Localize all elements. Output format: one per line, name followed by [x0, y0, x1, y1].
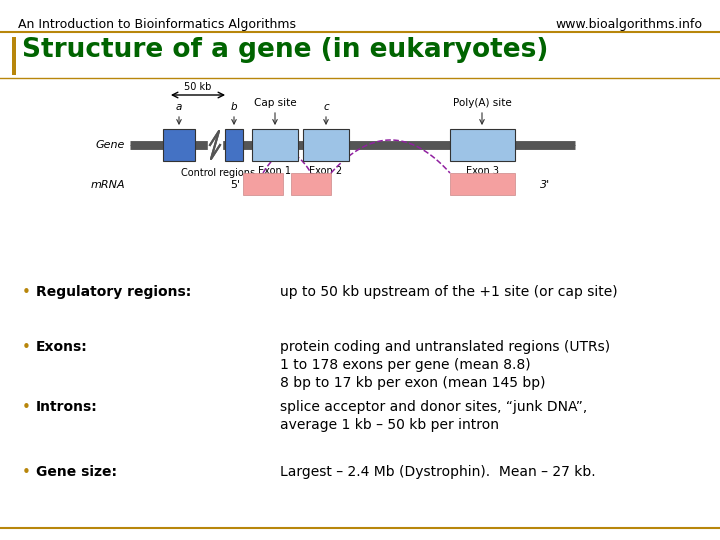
Text: •: • [22, 285, 31, 300]
Bar [252, 129, 298, 161]
Polygon shape [208, 129, 222, 161]
Text: b: b [230, 102, 238, 112]
Text: 50 kb: 50 kb [184, 82, 212, 92]
Text: up to 50 kb upstream of the +1 site (or cap site): up to 50 kb upstream of the +1 site (or … [280, 285, 618, 299]
Text: average 1 kb – 50 kb per intron: average 1 kb – 50 kb per intron [280, 418, 499, 432]
Bar [225, 129, 243, 161]
Text: www.bioalgorithms.info: www.bioalgorithms.info [555, 18, 702, 31]
Text: Cap site: Cap site [253, 98, 297, 108]
Text: Exon 3: Exon 3 [466, 166, 498, 176]
Text: Control regions: Control regions [181, 168, 255, 178]
Text: Gene: Gene [96, 140, 125, 150]
Text: Poly(A) site: Poly(A) site [453, 98, 511, 108]
Bar [291, 173, 331, 195]
Bar [163, 129, 195, 161]
Text: •: • [22, 465, 31, 480]
Bar [243, 173, 283, 195]
Text: a: a [176, 102, 182, 112]
Text: Exon 2: Exon 2 [310, 166, 343, 176]
Text: •: • [22, 340, 31, 355]
Text: 5': 5' [230, 180, 240, 190]
Text: Gene size:: Gene size: [36, 465, 117, 479]
Text: protein coding and untranslated regions (UTRs): protein coding and untranslated regions … [280, 340, 610, 354]
Bar [303, 129, 349, 161]
Text: mRNA: mRNA [91, 180, 125, 190]
Text: Structure of a gene (in eukaryotes): Structure of a gene (in eukaryotes) [22, 37, 549, 63]
Text: An Introduction to Bioinformatics Algorithms: An Introduction to Bioinformatics Algori… [18, 18, 296, 31]
Text: splice acceptor and donor sites, “junk DNA”,: splice acceptor and donor sites, “junk D… [280, 400, 588, 414]
Text: Regulatory regions:: Regulatory regions: [36, 285, 192, 299]
Bar [450, 129, 515, 161]
Text: Introns:: Introns: [36, 400, 98, 414]
Text: 8 bp to 17 kb per exon (mean 145 bp): 8 bp to 17 kb per exon (mean 145 bp) [280, 376, 546, 390]
Text: Exon 1: Exon 1 [258, 166, 292, 176]
Text: c: c [323, 102, 329, 112]
Text: Largest – 2.4 Mb (Dystrophin).  Mean – 27 kb.: Largest – 2.4 Mb (Dystrophin). Mean – 27… [280, 465, 595, 479]
Text: Exons:: Exons: [36, 340, 88, 354]
Bar [12, 37, 16, 75]
Bar [450, 173, 515, 195]
Text: 3': 3' [540, 180, 550, 190]
Text: 1 to 178 exons per gene (mean 8.8): 1 to 178 exons per gene (mean 8.8) [280, 358, 531, 372]
Text: •: • [22, 400, 31, 415]
